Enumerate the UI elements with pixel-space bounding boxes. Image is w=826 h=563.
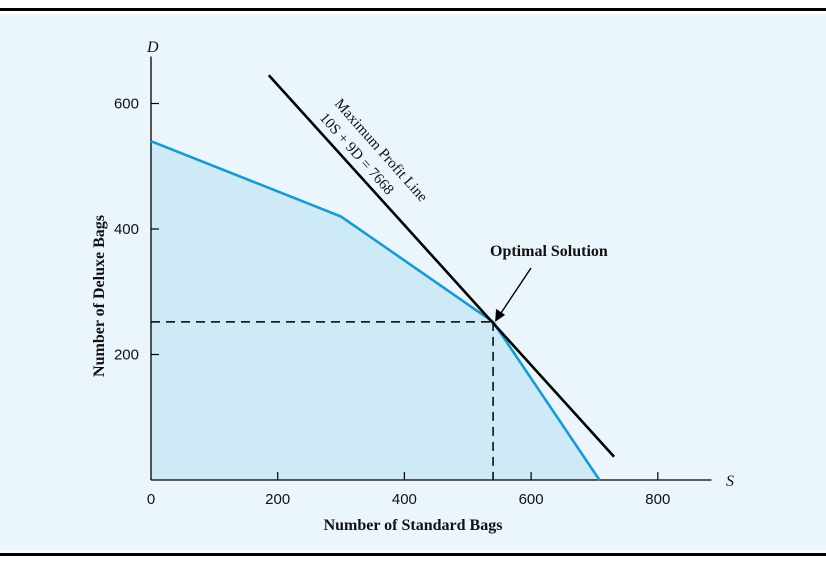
y-axis-title: Number of Deluxe Bags	[91, 215, 108, 377]
feasible-region-fill	[151, 141, 600, 480]
x-axis-title: Number of Standard Bags	[324, 517, 503, 534]
x-tick-label: 800	[645, 491, 670, 508]
y-tick-label: 600	[114, 96, 139, 113]
x-tick-label: 600	[519, 491, 544, 508]
y-tick-label: 400	[114, 221, 139, 238]
y-axis-variable: D	[146, 39, 159, 56]
feasible-region-boundary	[150, 139, 601, 481]
x-tick-label: 0	[147, 491, 155, 508]
x-tick-label: 400	[392, 491, 417, 508]
optimal-solution-label: Optimal Solution	[490, 243, 608, 260]
y-tick-label: 200	[114, 347, 139, 364]
optimal-pointer-arrow-shaft	[500, 267, 532, 314]
maximum-profit-line	[267, 74, 616, 458]
x-tick-label: 200	[265, 491, 290, 508]
x-axis-variable: S	[726, 473, 734, 490]
top-rule	[0, 8, 826, 11]
optimal-pointer-arrowhead	[495, 308, 506, 322]
bottom-rule	[0, 553, 826, 556]
